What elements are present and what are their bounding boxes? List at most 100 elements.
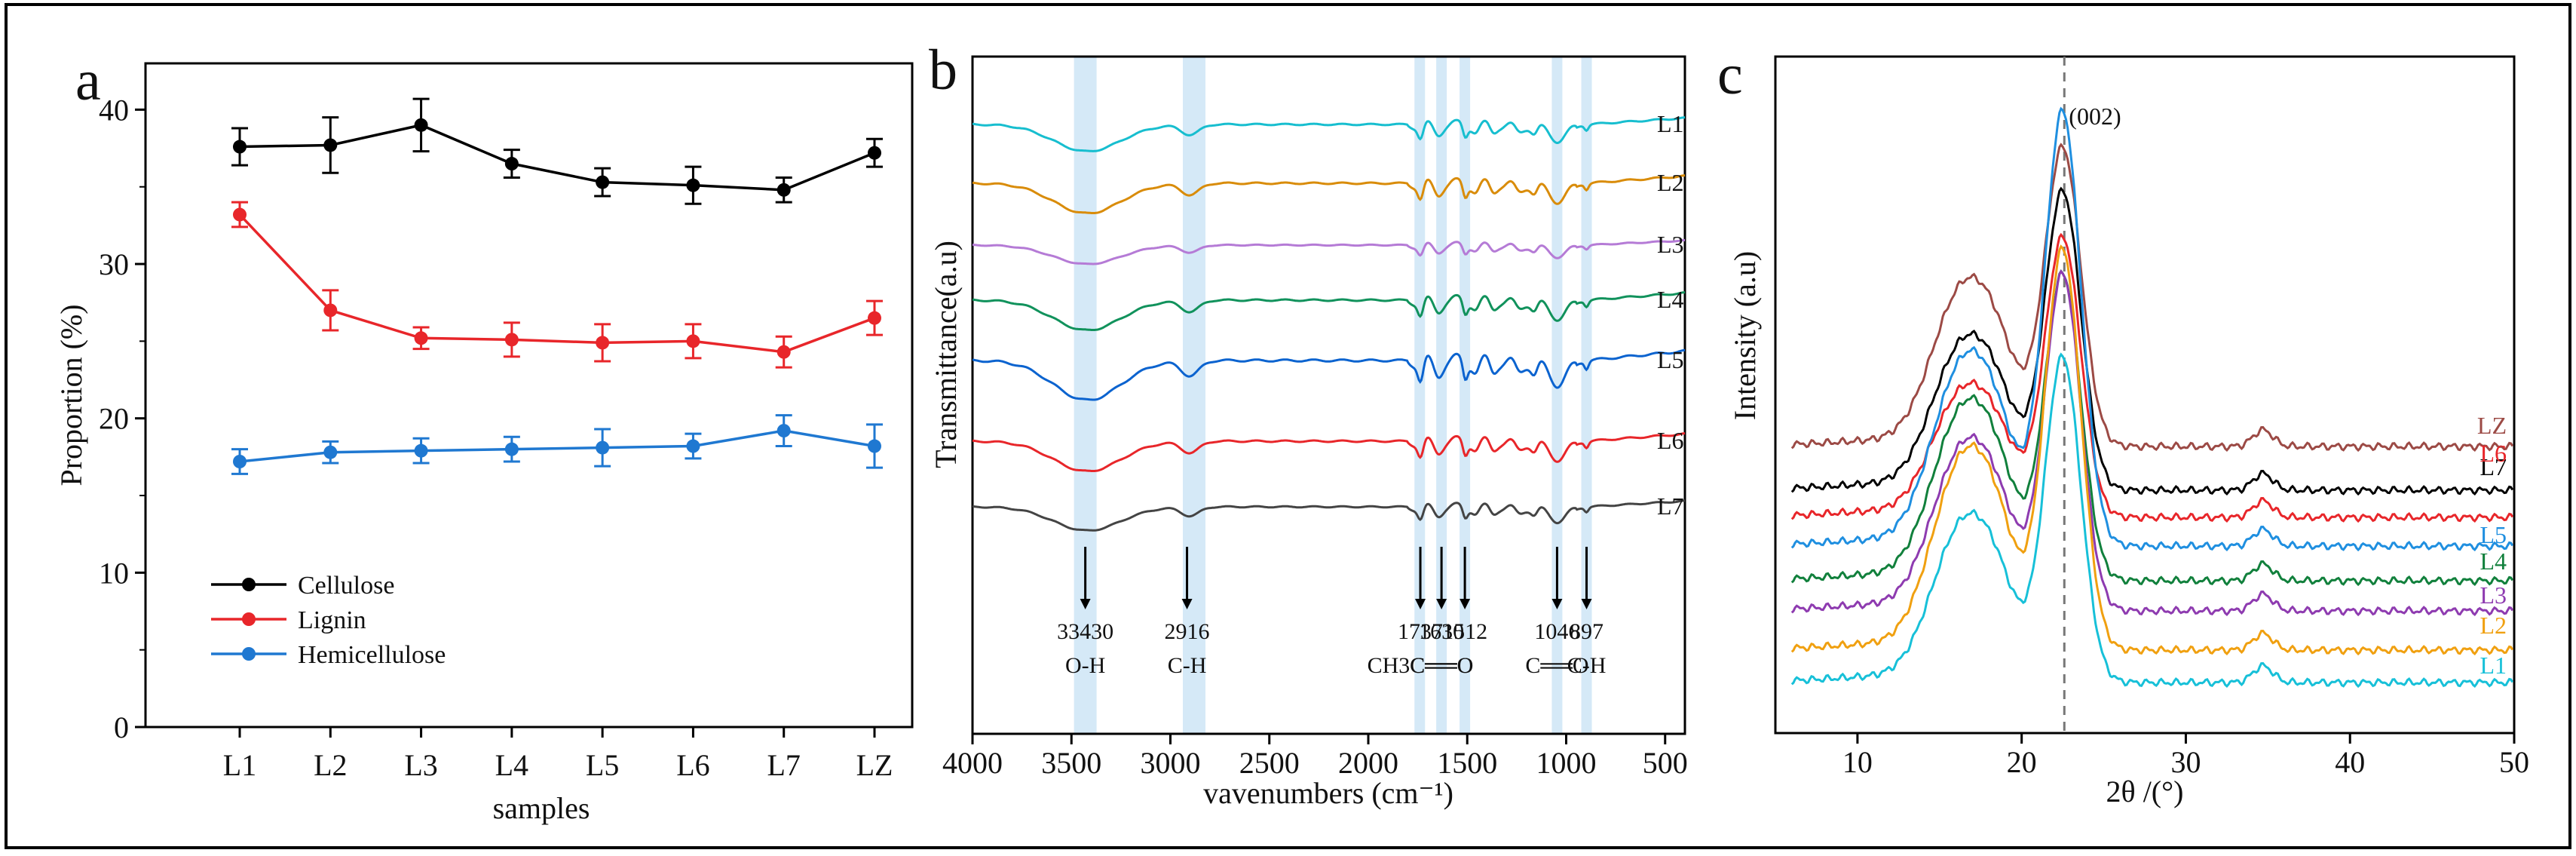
- b-annotation: 897 C-H: [1567, 547, 1607, 678]
- c-series-line: [1790, 143, 2514, 453]
- b-annotation: 1737 CH3C══O: [1368, 547, 1474, 678]
- c-series-label: L3: [2480, 581, 2507, 609]
- a-series-hemicellulose: [231, 414, 883, 475]
- a-point: [504, 333, 519, 347]
- b-series-l7: L7: [972, 492, 1686, 532]
- a-point: [776, 345, 791, 359]
- panel-c-peak-label: (002): [2069, 103, 2121, 130]
- panel-c-plot-area: [1774, 55, 2516, 735]
- b-series-line: [972, 238, 1686, 265]
- c-series-l3: L3: [1790, 269, 2514, 617]
- a-legend-marker: [242, 612, 256, 626]
- a-point: [686, 178, 700, 192]
- a-point: [233, 207, 247, 222]
- b-series-label: L1: [1657, 110, 1684, 137]
- b-annotation-value: 33430: [1057, 619, 1113, 644]
- a-xtick-label: L7: [767, 748, 800, 782]
- c-series-l2: L2: [1790, 244, 2514, 656]
- panel-b-x-title: vavenumbers (cm⁻¹): [1203, 776, 1453, 810]
- a-xtick-label: L6: [676, 748, 709, 782]
- b-series-label: L4: [1657, 286, 1684, 313]
- b-xtick-label: 1000: [1536, 746, 1597, 780]
- a-legend-marker: [242, 647, 256, 661]
- b-annotation-value: 1046: [1534, 619, 1579, 644]
- c-series-label: L2: [2480, 612, 2507, 639]
- b-series-line: [972, 499, 1686, 532]
- a-xtick-label: L2: [314, 748, 347, 782]
- a-point: [596, 336, 610, 350]
- b-annotation-arrowhead: [1551, 599, 1563, 609]
- b-annotation-group: CH3C══O: [1368, 653, 1474, 678]
- b-highlight-band: [1460, 57, 1471, 734]
- c-series-line: [1790, 268, 2514, 587]
- panel-a-y-axis: 0 10 20 30 40: [99, 93, 145, 744]
- a-xtick-label: L1: [223, 748, 256, 782]
- b-series-label: L2: [1657, 169, 1684, 196]
- c-series-label: L4: [2480, 548, 2507, 575]
- a-point: [596, 175, 610, 189]
- b-series-line: [972, 116, 1686, 152]
- b-annotation-group: C-H: [1567, 653, 1607, 678]
- panel-b: b L1 L2 L3 L4 L5 L6 L7 33430 O-H 2916 C-H 1737 CH3C…: [929, 38, 1688, 810]
- b-annotation-arrowhead: [1181, 599, 1193, 609]
- b-xtick-label: 2000: [1338, 746, 1398, 780]
- b-series-l1: L1: [972, 110, 1686, 152]
- a-point: [868, 439, 881, 453]
- b-annotation-value: 1512: [1442, 619, 1487, 644]
- a-point: [504, 442, 519, 456]
- panel-a: a 0 10 20 30 40 L1 L2 L3 L4 L5 L6 L7 LZ Cellulose Li…: [54, 49, 914, 825]
- c-series-label: L7: [2480, 453, 2507, 480]
- a-series-lignin: [231, 201, 883, 369]
- b-annotation-value: 2916: [1165, 619, 1210, 644]
- panel-b-y-title: Transmittance(a.u): [929, 241, 963, 468]
- c-series-line: [1790, 186, 2514, 496]
- b-series-l6: L6: [972, 427, 1686, 472]
- b-series-line: [972, 432, 1686, 472]
- a-xtick-label: L4: [495, 748, 528, 782]
- panel-b-annotations: 33430 O-H 2916 C-H 1737 CH3C══O 1630 C══O 1512 10…: [1057, 547, 1606, 678]
- b-annotation-group: C══O: [1410, 653, 1473, 678]
- b-xtick-label: 4000: [942, 746, 1003, 780]
- c-series-line: [1790, 352, 2514, 689]
- c-series-line: [1790, 106, 2514, 552]
- b-series-line: [972, 348, 1686, 401]
- b-series-l5: L5: [972, 346, 1686, 401]
- a-xtick-label: L3: [404, 748, 437, 782]
- a-point: [686, 439, 700, 453]
- a-series-cellulose: [231, 97, 883, 205]
- c-series-label: L5: [2480, 521, 2507, 548]
- b-series-line: [972, 174, 1686, 214]
- a-point: [686, 334, 700, 348]
- a-legend-marker: [242, 578, 256, 591]
- panel-b-series: L1 L2 L3 L4 L5 L6 L7: [972, 110, 1686, 532]
- b-series-label: L7: [1657, 492, 1684, 520]
- b-highlight-band: [1581, 57, 1592, 734]
- c-series-l1: L1: [1790, 352, 2514, 689]
- b-highlight-band: [1183, 57, 1205, 734]
- panel-a-legend: Cellulose Lignin Hemicellulose: [211, 572, 446, 669]
- b-series-l3: L3: [972, 231, 1686, 265]
- a-legend-label: Cellulose: [298, 572, 394, 600]
- a-point: [776, 424, 791, 438]
- b-series-label: L3: [1657, 231, 1684, 258]
- a-point: [868, 311, 881, 325]
- b-annotation: 33430 O-H: [1057, 547, 1113, 678]
- b-annotation: 2916 C-H: [1165, 547, 1210, 678]
- a-point: [233, 140, 247, 154]
- panel-b-plot-area: [971, 55, 1686, 735]
- b-annotation-arrowhead: [1581, 599, 1592, 609]
- c-series-line: [1790, 232, 2514, 523]
- c-series-l6: L6: [1790, 232, 2514, 523]
- a-point: [323, 303, 338, 318]
- a-ytick-label: 0: [114, 710, 129, 744]
- c-xtick-label: 50: [2499, 745, 2529, 779]
- b-highlight-band: [1074, 57, 1097, 734]
- c-series-line: [1790, 269, 2514, 617]
- b-annotation-group: O-H: [1065, 653, 1105, 678]
- c-series-lz: LZ: [1790, 143, 2514, 453]
- a-point: [596, 440, 610, 455]
- a-ytick-label: 30: [99, 247, 129, 281]
